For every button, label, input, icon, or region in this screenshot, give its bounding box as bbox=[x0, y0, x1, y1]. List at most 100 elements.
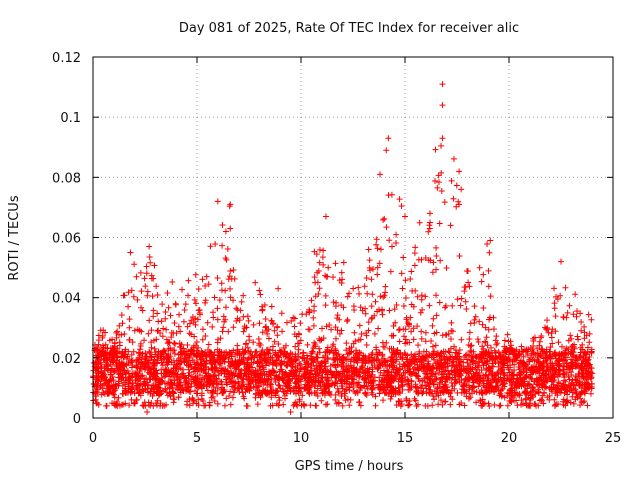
data-point bbox=[340, 259, 347, 266]
data-point bbox=[362, 367, 369, 374]
data-point bbox=[415, 342, 422, 349]
data-point bbox=[110, 388, 117, 395]
data-point bbox=[432, 342, 439, 349]
data-point bbox=[524, 380, 531, 387]
data-point bbox=[492, 355, 499, 362]
data-point bbox=[462, 298, 469, 305]
data-point bbox=[414, 323, 421, 330]
data-point bbox=[165, 352, 172, 359]
data-point bbox=[432, 146, 439, 153]
data-point bbox=[577, 402, 584, 409]
data-point bbox=[540, 358, 547, 365]
data-point bbox=[490, 377, 497, 384]
data-point bbox=[311, 339, 318, 346]
data-point bbox=[226, 371, 233, 378]
data-point bbox=[239, 389, 246, 396]
data-point bbox=[455, 373, 462, 380]
data-point bbox=[405, 402, 412, 409]
data-point bbox=[483, 358, 490, 365]
data-point bbox=[101, 381, 108, 388]
data-point bbox=[337, 370, 344, 377]
data-point bbox=[535, 359, 542, 366]
data-point bbox=[539, 363, 546, 370]
y-tick-label: 0.08 bbox=[52, 171, 81, 186]
data-point bbox=[108, 366, 115, 373]
data-point bbox=[443, 265, 450, 272]
data-point bbox=[211, 397, 218, 404]
data-point bbox=[564, 309, 571, 316]
data-point bbox=[296, 396, 303, 403]
data-point bbox=[415, 387, 422, 394]
data-point bbox=[588, 365, 595, 372]
data-point bbox=[480, 362, 487, 369]
data-point bbox=[216, 361, 223, 368]
data-point bbox=[146, 376, 153, 383]
data-point bbox=[182, 301, 189, 308]
data-point bbox=[142, 381, 149, 388]
data-point bbox=[519, 379, 526, 386]
data-point bbox=[346, 380, 353, 387]
data-point bbox=[532, 390, 539, 397]
data-point bbox=[424, 402, 431, 409]
data-point bbox=[384, 368, 391, 375]
data-point bbox=[442, 348, 449, 355]
data-point bbox=[429, 343, 436, 350]
data-point bbox=[467, 394, 474, 401]
data-point bbox=[330, 274, 337, 281]
data-point bbox=[275, 382, 282, 389]
data-point bbox=[578, 389, 585, 396]
data-point bbox=[221, 318, 228, 325]
data-point bbox=[331, 362, 338, 369]
data-point bbox=[486, 365, 493, 372]
data-point bbox=[486, 249, 493, 256]
data-point bbox=[499, 385, 506, 392]
data-point bbox=[225, 328, 232, 335]
data-point bbox=[408, 268, 415, 275]
data-point bbox=[241, 361, 248, 368]
data-point bbox=[468, 342, 475, 349]
data-point bbox=[369, 384, 376, 391]
data-point bbox=[546, 392, 553, 399]
data-point bbox=[406, 323, 413, 330]
data-point bbox=[431, 396, 438, 403]
data-point bbox=[585, 356, 592, 363]
chart-title: Day 081 of 2025, Rate Of TEC Index for r… bbox=[179, 21, 519, 36]
data-point bbox=[361, 383, 368, 390]
data-point bbox=[135, 390, 142, 397]
data-point bbox=[398, 202, 405, 209]
data-point bbox=[263, 327, 270, 334]
data-point bbox=[438, 169, 445, 176]
data-point bbox=[118, 311, 125, 318]
data-point bbox=[192, 379, 199, 386]
data-point bbox=[299, 392, 306, 399]
data-point bbox=[261, 302, 268, 309]
data-point bbox=[240, 328, 247, 335]
data-point bbox=[158, 318, 165, 325]
data-point bbox=[155, 384, 162, 391]
data-point bbox=[328, 381, 335, 388]
data-point bbox=[538, 333, 545, 340]
data-point bbox=[185, 366, 192, 373]
data-point bbox=[141, 355, 148, 362]
data-point bbox=[458, 186, 465, 193]
data-point bbox=[555, 357, 562, 364]
data-point bbox=[265, 350, 272, 357]
data-point bbox=[176, 383, 183, 390]
data-point bbox=[411, 370, 418, 377]
data-point bbox=[193, 359, 200, 366]
data-point bbox=[390, 322, 397, 329]
data-point bbox=[226, 273, 233, 280]
data-point bbox=[544, 363, 551, 370]
data-point bbox=[190, 319, 197, 326]
data-point bbox=[492, 337, 499, 344]
data-point bbox=[377, 171, 384, 178]
data-point bbox=[312, 377, 319, 384]
data-point bbox=[230, 324, 237, 331]
data-point bbox=[106, 337, 113, 344]
data-point bbox=[573, 391, 580, 398]
data-point bbox=[309, 374, 316, 381]
data-point bbox=[419, 363, 426, 370]
data-point bbox=[492, 375, 499, 382]
data-point bbox=[330, 341, 337, 348]
data-point bbox=[470, 370, 477, 377]
